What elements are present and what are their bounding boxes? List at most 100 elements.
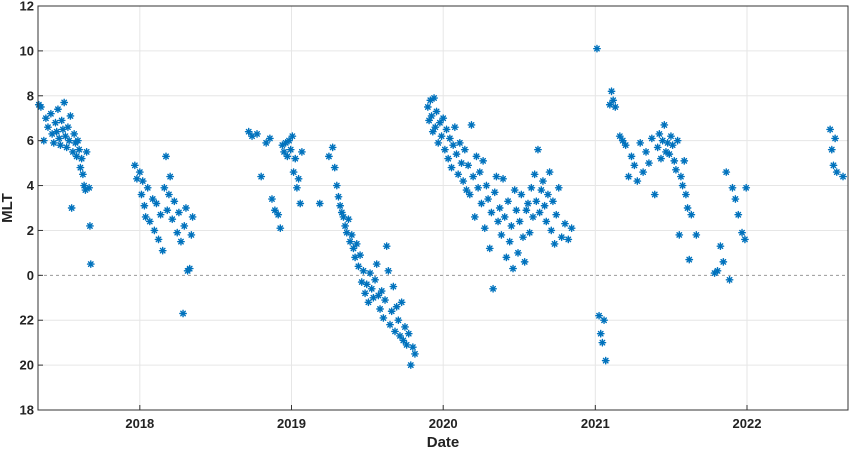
x-tick-label: 2018 [125, 416, 154, 431]
data-point [367, 284, 376, 293]
data-point [152, 199, 161, 208]
data-point [362, 280, 371, 289]
data-point [138, 177, 147, 185]
data-point [82, 147, 91, 156]
data-point [530, 170, 539, 179]
data-point [188, 213, 197, 221]
data-point [829, 161, 838, 170]
data-point [280, 147, 288, 156]
data-point [692, 231, 701, 239]
data-point [678, 181, 687, 190]
data-point [489, 284, 497, 293]
data-point [57, 116, 66, 125]
data-point [624, 172, 633, 181]
data-point [143, 183, 152, 192]
data-point [427, 112, 436, 120]
data-point [545, 168, 554, 176]
data-point [725, 275, 734, 284]
x-axis-label: Date [427, 434, 460, 450]
data-point [477, 199, 486, 208]
data-point [734, 210, 743, 219]
data-point [41, 114, 50, 123]
data-point [524, 199, 532, 208]
data-point [130, 161, 139, 170]
data-point [550, 240, 559, 248]
data-point [76, 163, 85, 172]
data-point [595, 311, 603, 320]
data-point [430, 94, 438, 102]
y-tick-label: 2 [27, 223, 34, 238]
data-point [274, 210, 283, 219]
data-point [682, 190, 690, 199]
data-point [182, 204, 190, 212]
data-point [160, 183, 169, 192]
data-point [133, 174, 141, 183]
x-axis-ticks: 2018 2019 2020 2021 2022 [125, 405, 761, 431]
data-point [396, 332, 404, 340]
data-point [349, 244, 358, 253]
data-point [667, 132, 675, 141]
data-point [177, 237, 185, 246]
data-point [165, 190, 173, 199]
data-point [827, 145, 836, 154]
data-point [557, 233, 566, 242]
data-point [86, 260, 95, 269]
data-point [467, 121, 476, 129]
data-point [593, 44, 601, 53]
data-point [445, 134, 454, 143]
data-point [352, 240, 361, 248]
data-point [56, 141, 65, 150]
data-point [156, 210, 165, 219]
data-point [62, 143, 71, 152]
data-point [288, 132, 297, 141]
data-point [401, 323, 409, 331]
data-point [537, 186, 546, 194]
data-point [391, 327, 399, 336]
data-point [470, 213, 479, 221]
data-point [66, 112, 75, 120]
data-point [462, 186, 471, 194]
data-point [162, 152, 170, 161]
data-point [78, 170, 87, 179]
data-point [504, 197, 512, 206]
data-point [174, 208, 183, 217]
data-point [826, 125, 835, 134]
data-point [342, 228, 351, 237]
data-point [440, 145, 449, 154]
data-point [447, 163, 456, 172]
data-point [166, 172, 175, 181]
data-point [67, 204, 76, 212]
data-point [158, 246, 167, 255]
data-point [475, 168, 484, 176]
data-point [484, 195, 492, 203]
data-point [434, 139, 443, 147]
data-point [596, 329, 605, 338]
data-point [839, 172, 847, 181]
x-tick-label: 2019 [277, 416, 306, 431]
data-point [328, 143, 337, 152]
data-point [517, 190, 526, 199]
data-point [731, 195, 740, 203]
data-point [499, 174, 507, 183]
data-point [61, 132, 70, 141]
data-point [369, 293, 378, 302]
data-point [75, 145, 84, 154]
data-point [675, 231, 684, 239]
data-point [507, 222, 516, 230]
data-point [454, 170, 463, 179]
data-point [52, 127, 61, 136]
data-point [444, 154, 453, 163]
data-points [34, 44, 847, 370]
data-point [685, 255, 694, 264]
data-point [289, 168, 298, 176]
data-point [432, 107, 441, 116]
data-point [539, 177, 547, 185]
data-point [364, 298, 373, 307]
data-point [677, 172, 685, 181]
data-point [44, 123, 52, 132]
data-point [487, 208, 496, 217]
data-point [452, 150, 461, 159]
data-point [514, 248, 522, 257]
data-point [330, 163, 339, 172]
